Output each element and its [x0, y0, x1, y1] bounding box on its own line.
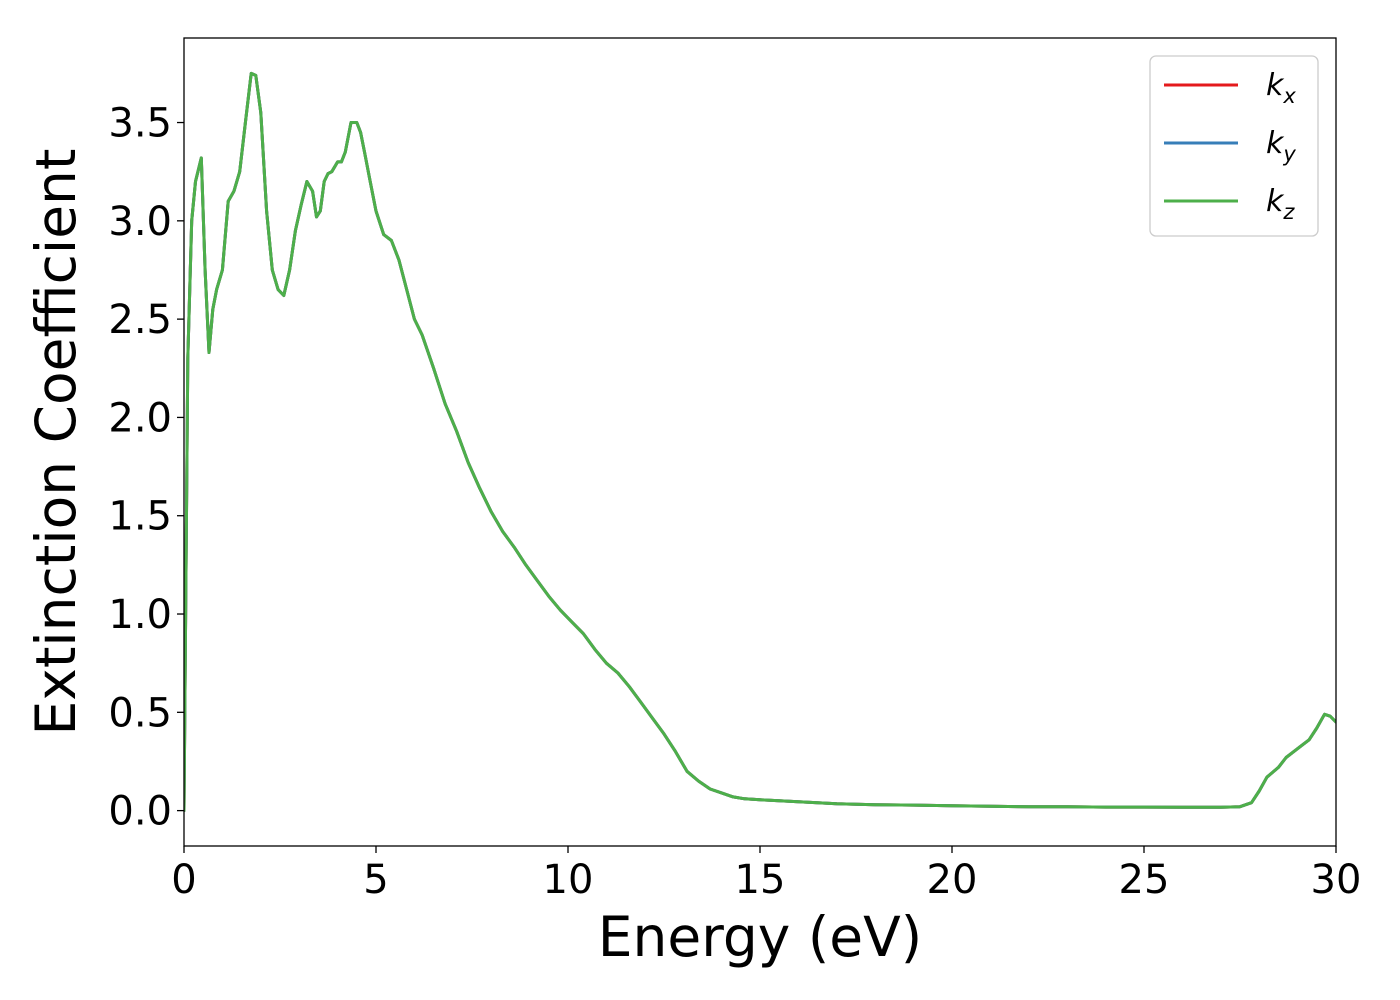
x-tick-label: 15 — [735, 857, 786, 903]
x-tick-label: 10 — [543, 857, 594, 903]
x-tick-label: 30 — [1311, 857, 1362, 903]
x-tick-label: 0 — [171, 857, 196, 903]
x-tick-label: 5 — [363, 857, 388, 903]
x-tick-label: 25 — [1119, 857, 1170, 903]
y-tick-label: 0.0 — [108, 789, 172, 835]
y-tick-label: 3.5 — [108, 101, 172, 147]
y-tick-label: 3.0 — [108, 199, 172, 245]
y-tick-label: 0.5 — [108, 690, 172, 736]
legend-box — [1149, 55, 1319, 237]
series-layer — [184, 71, 1336, 813]
series-line-z — [184, 71, 1336, 813]
y-tick-label: 1.0 — [108, 592, 172, 638]
legend-label-y: ky — [1266, 126, 1296, 166]
y-tick-label: 2.5 — [108, 297, 172, 343]
legend-label-z: kz — [1266, 184, 1295, 224]
legend-label-x: kx — [1266, 68, 1296, 108]
y-axis-title: Extinction Coefficient — [24, 149, 88, 736]
x-axis-title: Energy (eV) — [598, 905, 922, 969]
x-tick-label: 20 — [927, 857, 978, 903]
y-axis: 0.0 0.5 1.0 1.5 2.0 2.5 3.0 3.5 — [108, 101, 184, 835]
y-tick-label: 1.5 — [108, 494, 172, 540]
legend: kx ky kz — [1149, 55, 1319, 237]
x-axis: 0 5 10 15 20 25 30 — [171, 846, 1361, 903]
y-tick-label: 2.0 — [108, 395, 172, 441]
